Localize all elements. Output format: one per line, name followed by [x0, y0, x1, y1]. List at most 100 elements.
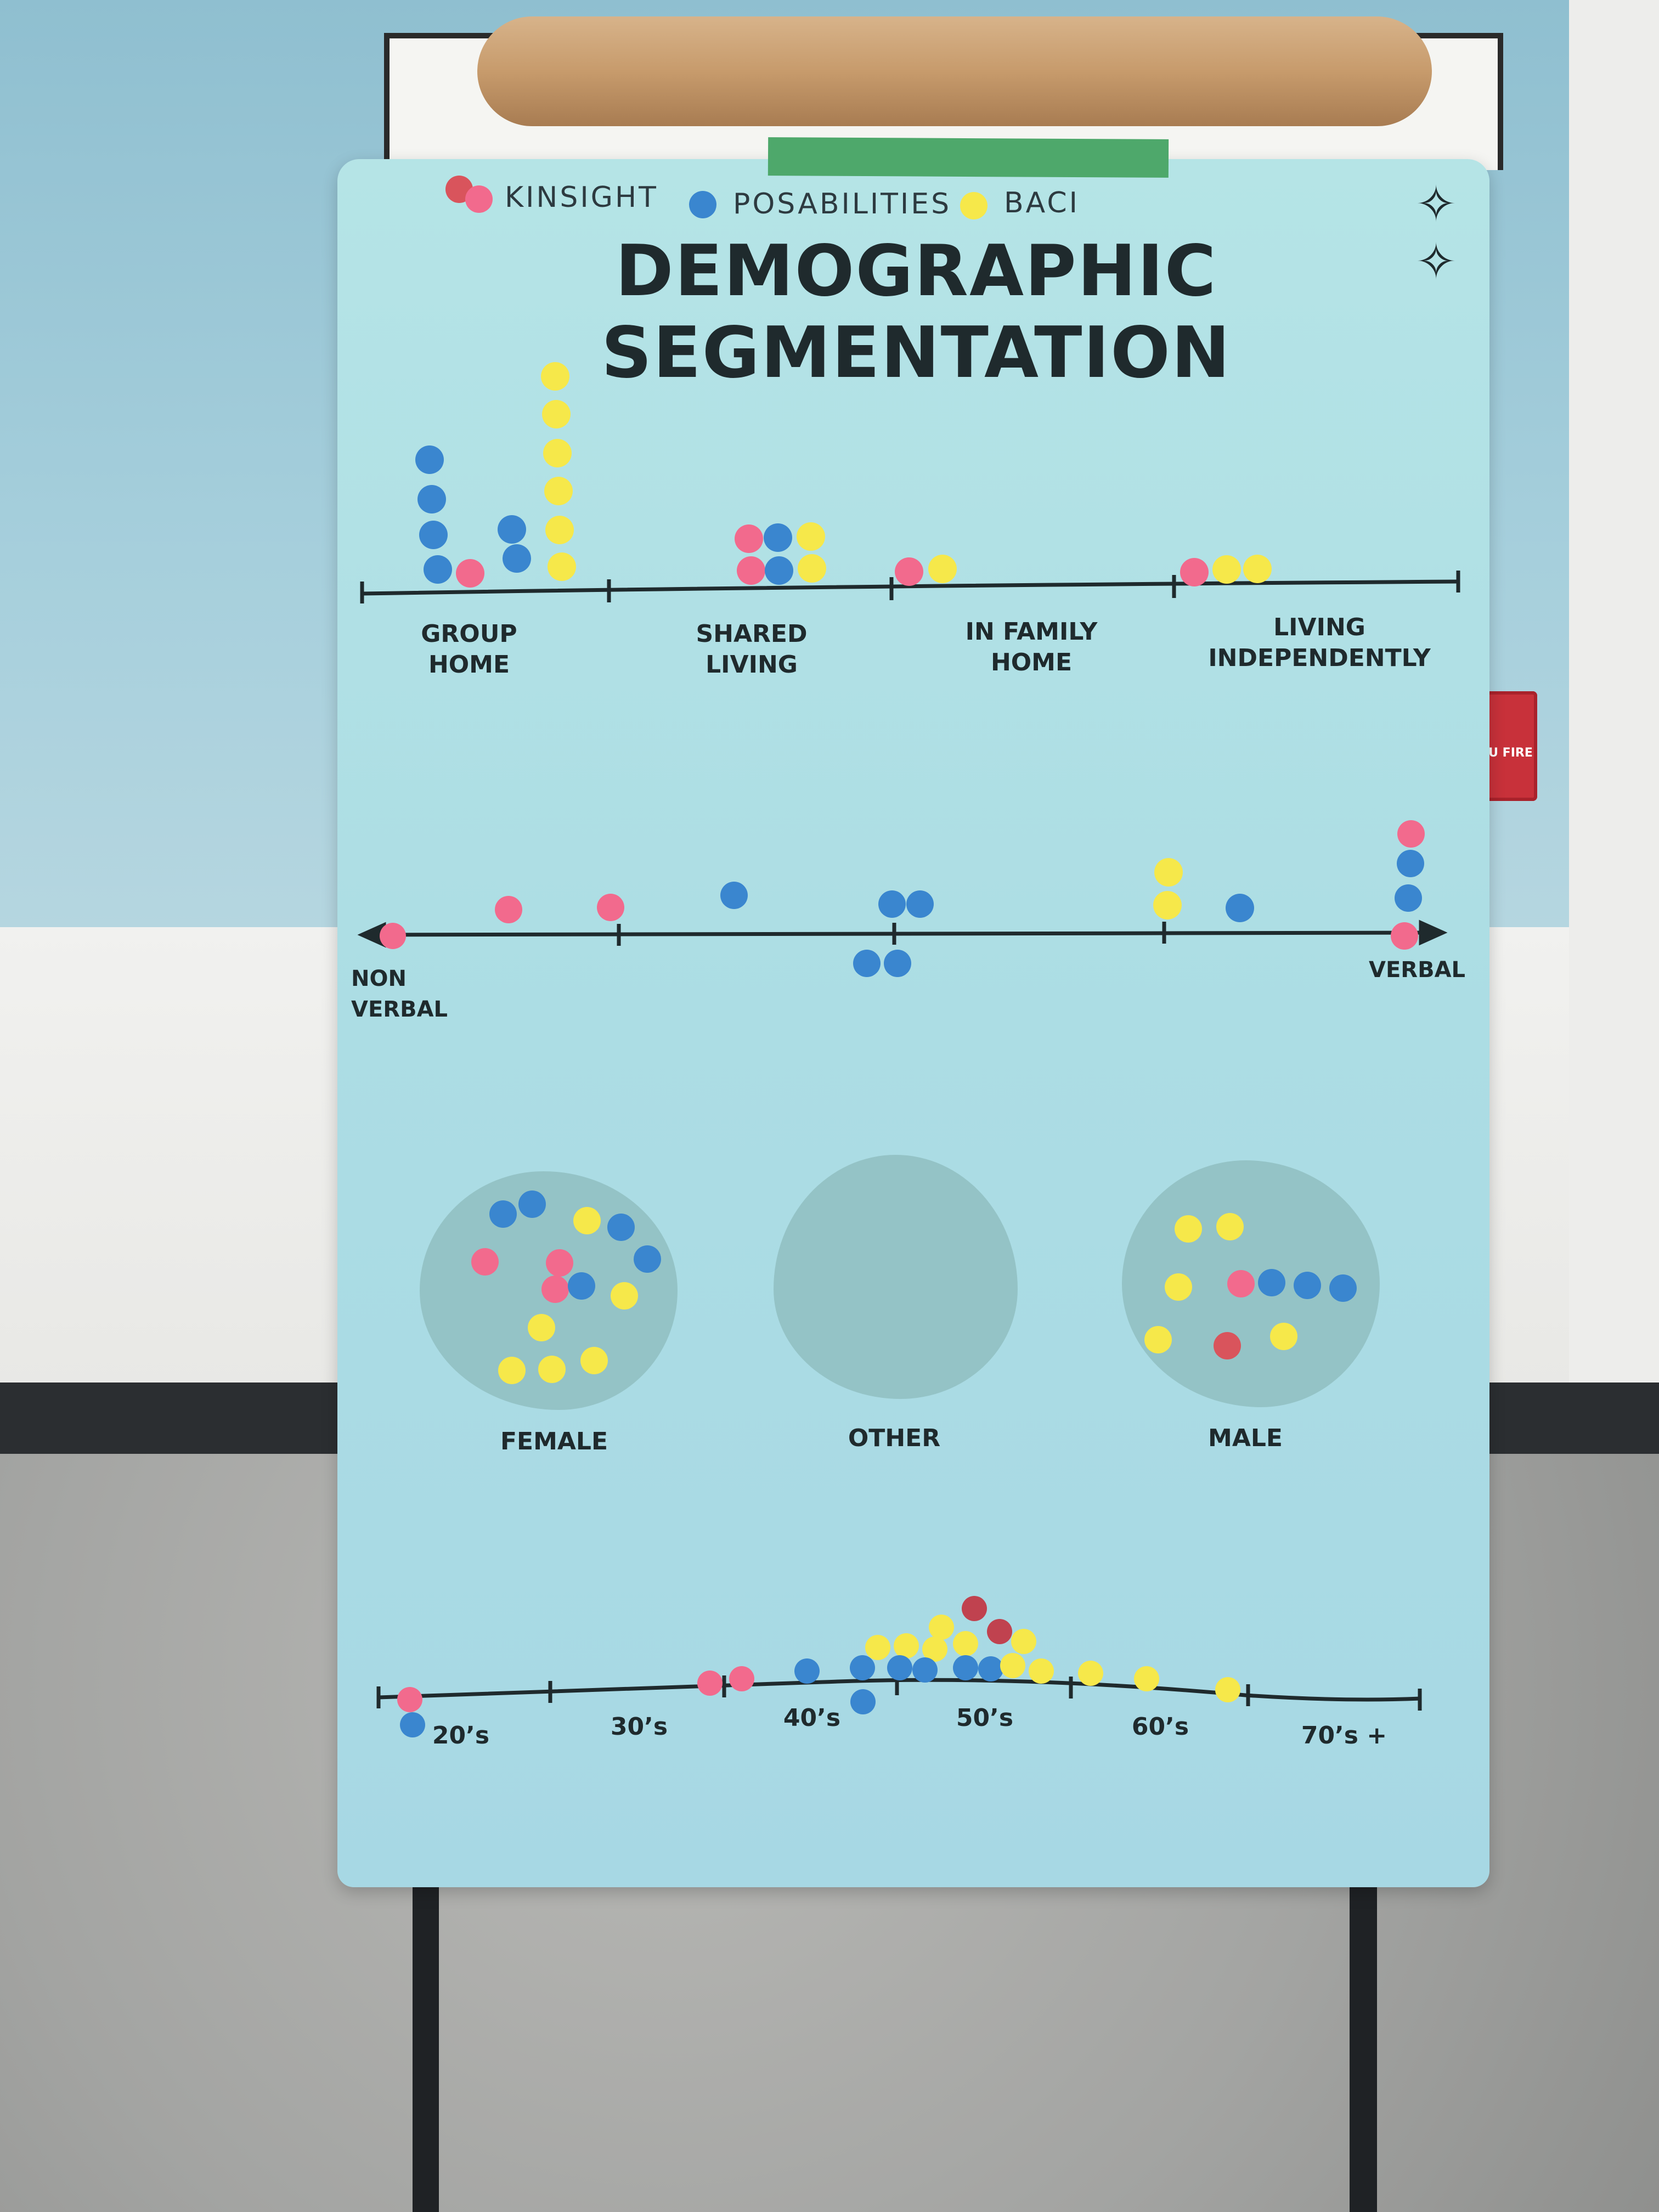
sticker-baci	[928, 555, 957, 583]
sticker-baci	[528, 1314, 555, 1341]
sticker-baci	[1134, 1666, 1159, 1691]
communication-axis	[367, 930, 1432, 937]
sticker-kinsight	[597, 894, 624, 921]
sticker-posabilities	[978, 1656, 1003, 1681]
sticker-baci	[922, 1637, 947, 1662]
sticker-kinsight	[1391, 922, 1418, 950]
sticker-baci	[1243, 555, 1272, 583]
sticker-kinsight-red	[987, 1619, 1012, 1644]
sticker-kinsight	[380, 923, 406, 949]
sticker-baci	[1144, 1326, 1172, 1353]
communication-arrow-right	[1419, 919, 1448, 946]
sticker-posabilities	[720, 882, 748, 909]
sticker-kinsight	[397, 1687, 422, 1712]
communication-label-nonverbal: NON VERBAL	[351, 966, 448, 1022]
sticker-kinsight	[1180, 558, 1209, 586]
sticker-baci	[1270, 1323, 1297, 1350]
sticker-posabilities	[489, 1200, 517, 1228]
sticker-posabilities	[887, 1655, 912, 1680]
age-label-40s: 40’s	[783, 1704, 841, 1732]
sticker-kinsight	[471, 1248, 499, 1276]
sticker-baci	[538, 1356, 566, 1383]
sticker-posabilities	[1397, 850, 1424, 877]
sticker-posabilities	[953, 1655, 978, 1680]
sticker-baci	[894, 1633, 919, 1658]
sticker-posabilities	[1294, 1272, 1321, 1299]
sticker-kinsight	[735, 524, 763, 553]
sticker-baci	[543, 439, 572, 467]
sticker-baci	[498, 1357, 526, 1384]
sticker-kinsight-red	[1214, 1332, 1241, 1359]
sparkle-icon: ✧ ✧	[1415, 176, 1457, 291]
sticker-posabilities	[415, 445, 444, 474]
sticker-baci	[548, 552, 576, 581]
gender-label-female: FEMALE	[500, 1427, 608, 1455]
living-label-group-home: GROUP HOME	[421, 620, 517, 679]
communication-label-verbal: VERBAL	[1369, 957, 1466, 983]
legend-posabilities: POSABILITIES	[733, 188, 952, 221]
sticker-kinsight	[546, 1249, 573, 1277]
sticker-posabilities	[568, 1272, 595, 1300]
sticker-posabilities	[906, 890, 934, 918]
age-label-50s: 50’s	[956, 1704, 1014, 1732]
living-label-in-family-home: IN FAMILY HOME	[965, 618, 1098, 676]
sticker-posabilities	[878, 890, 906, 918]
sticker-baci	[1216, 1213, 1244, 1240]
sticker-baci	[545, 516, 574, 544]
sticker-posabilities	[400, 1712, 425, 1737]
legend-baci: BACI	[1004, 187, 1080, 219]
gender-label-male: MALE	[1208, 1424, 1283, 1452]
sticker-posabilities	[419, 521, 448, 549]
sticker-baci	[541, 362, 569, 391]
sticker-posabilities	[764, 523, 792, 552]
sticker-baci	[580, 1347, 608, 1374]
gender-label-other: OTHER	[848, 1424, 941, 1452]
sticker-kinsight	[729, 1666, 754, 1691]
age-axis	[378, 1678, 1421, 1702]
sticker-posabilities	[912, 1657, 938, 1683]
easel-leg-right	[1350, 1876, 1377, 2212]
sticker-baci	[1011, 1629, 1036, 1654]
sticker-baci	[929, 1615, 954, 1640]
sticker-kinsight	[895, 557, 923, 586]
sticker-kinsight	[456, 559, 484, 588]
sticker-posabilities	[634, 1245, 661, 1273]
sticker-baci	[953, 1631, 978, 1656]
right-wall	[1569, 0, 1659, 1454]
sticker-baci	[1175, 1215, 1202, 1243]
sticker-baci	[1165, 1273, 1192, 1301]
living-axis	[362, 579, 1460, 596]
sticker-posabilities	[1258, 1269, 1285, 1296]
cardboard-tube	[477, 16, 1432, 126]
sticker-baci	[1029, 1658, 1054, 1684]
poster-title: DEMOGRAPHIC SEGMENTATION	[601, 230, 1231, 394]
sticker-baci	[544, 477, 573, 505]
sticker-posabilities	[765, 556, 793, 585]
age-label-30s: 30’s	[610, 1713, 668, 1741]
legend-dot-baci	[960, 192, 988, 219]
sticker-posabilities	[853, 950, 881, 977]
legend-dot-posabilities	[689, 191, 716, 218]
sticker-baci	[611, 1282, 638, 1310]
sticker-baci	[1153, 891, 1182, 919]
sticker-baci	[573, 1207, 601, 1234]
sticker-baci	[1078, 1661, 1103, 1686]
sticker-baci	[542, 400, 571, 428]
sticker-kinsight	[737, 556, 765, 585]
easel-leg-left	[413, 1876, 439, 2212]
legend-dot-kinsight	[465, 185, 493, 213]
sticker-posabilities	[518, 1190, 546, 1218]
sticker-posabilities	[884, 950, 911, 977]
sticker-kinsight	[1227, 1270, 1255, 1297]
sticker-posabilities	[1329, 1274, 1357, 1302]
sticker-kinsight	[541, 1276, 569, 1303]
age-label-70s-plus: 70’s +	[1301, 1722, 1387, 1750]
sticker-posabilities	[850, 1689, 876, 1714]
sticker-posabilities	[417, 485, 446, 514]
sticker-kinsight	[697, 1671, 723, 1696]
sticker-posabilities	[498, 515, 526, 544]
sticker-baci	[1215, 1677, 1240, 1702]
age-label-20s: 20’s	[432, 1722, 490, 1750]
sticker-posabilities	[794, 1658, 820, 1684]
